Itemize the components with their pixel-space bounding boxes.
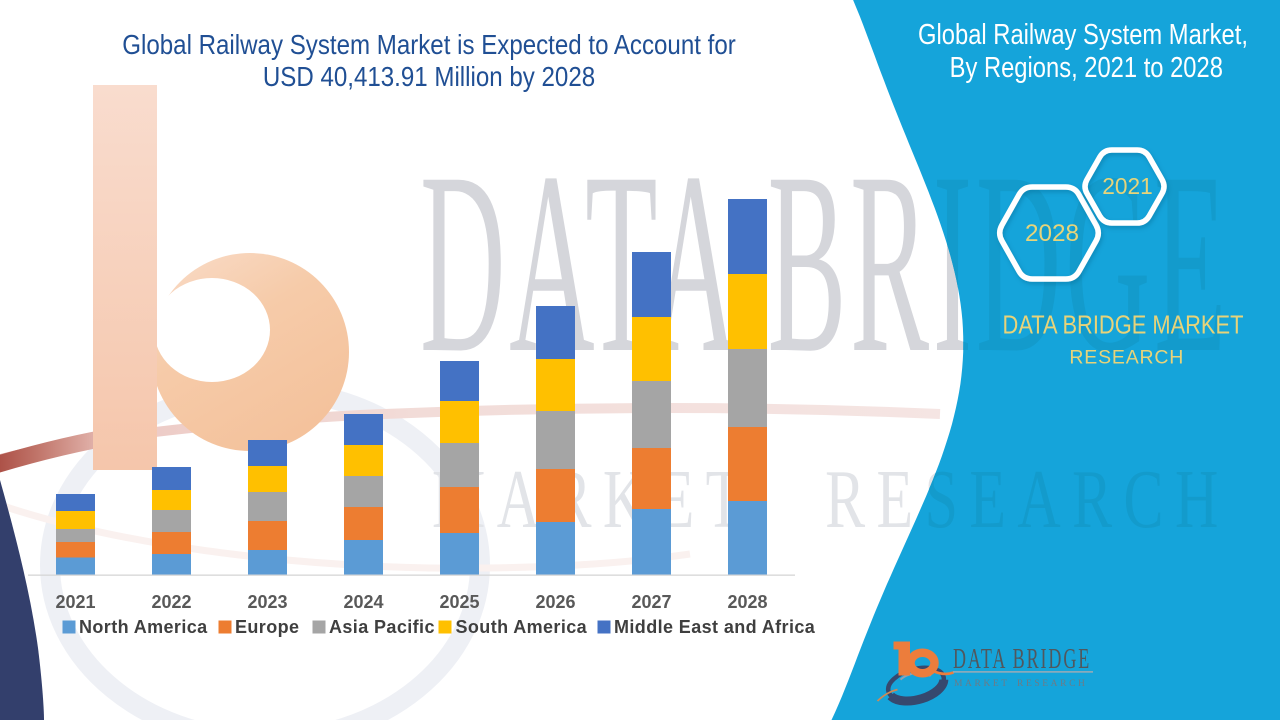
svg-text:2027: 2027 — [631, 592, 671, 612]
svg-text:2023: 2023 — [247, 592, 287, 612]
svg-text:Europe: Europe — [235, 617, 299, 637]
svg-text:2021: 2021 — [1102, 173, 1152, 199]
svg-text:2024: 2024 — [343, 592, 383, 612]
svg-text:2028: 2028 — [727, 592, 767, 612]
svg-text:Asia Pacific: Asia Pacific — [329, 617, 435, 637]
svg-text:Global Railway System Market,: Global Railway System Market, — [918, 18, 1248, 51]
svg-text:2025: 2025 — [439, 592, 479, 612]
svg-text:DATA BRIDGE MARKET: DATA BRIDGE MARKET — [1003, 311, 1244, 340]
svg-text:2022: 2022 — [151, 592, 191, 612]
svg-text:Middle East and Africa: Middle East and Africa — [614, 617, 816, 637]
svg-text:2028: 2028 — [1025, 220, 1079, 247]
svg-text:North America: North America — [79, 617, 208, 637]
svg-text:Global Railway System Market i: Global Railway System Market is Expected… — [122, 31, 736, 61]
svg-text:2026: 2026 — [535, 592, 575, 612]
svg-text:RESEARCH: RESEARCH — [1069, 346, 1184, 368]
svg-text:USD 40,413.91 Million by 2028: USD 40,413.91 Million by 2028 — [263, 63, 595, 93]
svg-text:South America: South America — [456, 617, 588, 637]
svg-text:MARKET RESEARCH: MARKET RESEARCH — [954, 679, 1087, 689]
svg-text:2021: 2021 — [55, 592, 95, 612]
svg-text:DATA BRIDGE: DATA BRIDGE — [953, 644, 1091, 675]
svg-text:By Regions, 2021 to 2028: By Regions, 2021 to 2028 — [950, 51, 1223, 84]
